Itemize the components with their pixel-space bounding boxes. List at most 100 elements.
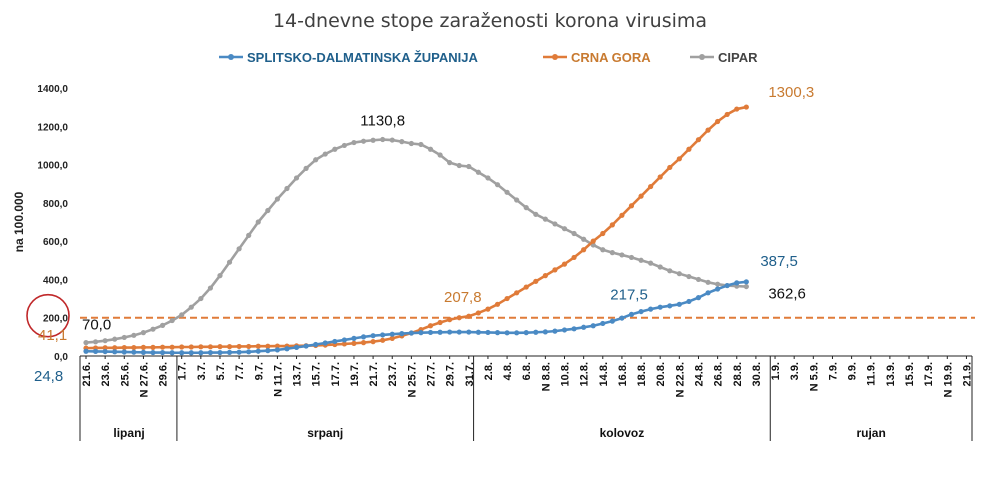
x-tick-label: 29.7. — [445, 362, 457, 386]
data-point — [667, 268, 673, 274]
data-point — [676, 156, 682, 162]
data-point — [274, 196, 280, 202]
data-point — [427, 329, 434, 336]
data-point — [159, 322, 166, 328]
data-point — [571, 254, 577, 261]
data-point — [734, 106, 740, 112]
data-point — [514, 290, 520, 296]
x-tick-label: 21.7. — [368, 362, 380, 386]
data-point — [389, 335, 395, 341]
data-point — [475, 310, 481, 316]
data-point — [198, 344, 204, 350]
data-point — [341, 142, 347, 149]
data-point — [255, 348, 261, 354]
data-label: 217,5 — [610, 287, 648, 304]
data-point — [112, 345, 118, 351]
x-tick-label: 21.9. — [961, 362, 973, 386]
y-tick-label: 400,0 — [43, 275, 68, 286]
data-point — [600, 230, 606, 237]
data-point — [447, 329, 453, 335]
x-tick-label: 14.8. — [598, 362, 610, 386]
data-point — [657, 264, 663, 270]
data-point — [561, 226, 568, 232]
data-point — [380, 136, 386, 143]
data-point — [207, 344, 214, 350]
x-tick-label: 27.7. — [426, 362, 438, 386]
data-point — [638, 193, 644, 199]
data-point — [628, 254, 635, 261]
x-tick-label: 25.6. — [119, 362, 131, 386]
data-point — [743, 283, 749, 290]
data-point — [332, 146, 338, 152]
data-point — [246, 343, 252, 350]
data-point — [207, 285, 214, 291]
data-point — [447, 160, 453, 166]
data-point — [322, 340, 328, 346]
data-point — [447, 317, 453, 323]
month-label: lipanj — [113, 426, 144, 440]
data-point — [676, 301, 682, 307]
x-tick-label: 29.6. — [158, 362, 170, 386]
data-label: 70,0 — [82, 317, 111, 334]
x-tick-label: 9.7. — [253, 362, 265, 380]
data-point — [351, 335, 357, 341]
data-point — [150, 326, 156, 332]
x-tick-label: 19.7. — [349, 362, 361, 386]
x-tick-label: N 27.6. — [138, 362, 150, 397]
data-point — [648, 183, 654, 190]
x-tick-label: N 22.8. — [674, 362, 686, 397]
data-point — [380, 337, 386, 343]
y-tick-label: 200,0 — [43, 314, 68, 325]
y-tick-label: 0,0 — [54, 352, 68, 363]
data-point — [552, 267, 558, 273]
data-point — [246, 232, 252, 238]
data-point — [112, 336, 118, 342]
data-point — [380, 332, 386, 338]
data-point — [542, 329, 548, 335]
data-point — [494, 330, 501, 336]
data-point — [705, 290, 711, 296]
data-point — [427, 146, 434, 152]
data-point — [523, 284, 529, 290]
x-tick-label: 28.8. — [732, 362, 744, 386]
data-point — [274, 347, 280, 353]
data-point — [619, 315, 625, 321]
data-point — [581, 247, 587, 253]
month-label: kolovoz — [600, 426, 645, 440]
data-point — [523, 330, 529, 336]
x-tick-label: 6.8. — [521, 362, 533, 380]
data-point — [408, 140, 414, 147]
data-point — [561, 327, 568, 333]
legend-entry: CRNA GORA — [571, 50, 651, 65]
data-point — [274, 343, 280, 349]
data-point — [600, 247, 606, 253]
data-point — [676, 271, 682, 277]
data-point — [341, 337, 347, 343]
series-line — [85, 105, 747, 350]
data-point — [581, 236, 587, 242]
x-tick-label: 18.8. — [636, 362, 648, 386]
data-point — [217, 344, 223, 350]
data-point — [514, 330, 520, 336]
x-tick-label: 7.9. — [827, 362, 839, 380]
data-point — [351, 139, 357, 146]
data-point — [619, 252, 625, 258]
x-tick-label: 9.9. — [847, 362, 859, 380]
data-point — [112, 349, 118, 355]
data-point — [743, 104, 749, 110]
x-tick-label: 26.8. — [713, 362, 725, 386]
data-point — [466, 313, 472, 319]
y-tick-label: 600,0 — [43, 237, 68, 248]
y-tick-label: 1400,0 — [37, 84, 68, 95]
data-label: 387,5 — [760, 253, 798, 270]
legend-marker — [552, 54, 558, 60]
data-point — [284, 346, 290, 352]
data-label: 1300,3 — [768, 84, 814, 101]
series-cipar — [83, 136, 749, 346]
data-point — [351, 340, 357, 346]
x-tick-label: 20.8. — [655, 362, 667, 386]
data-point — [179, 312, 185, 318]
data-point — [313, 341, 319, 348]
data-point — [504, 295, 510, 302]
x-tick-label: 17.9. — [923, 362, 935, 386]
